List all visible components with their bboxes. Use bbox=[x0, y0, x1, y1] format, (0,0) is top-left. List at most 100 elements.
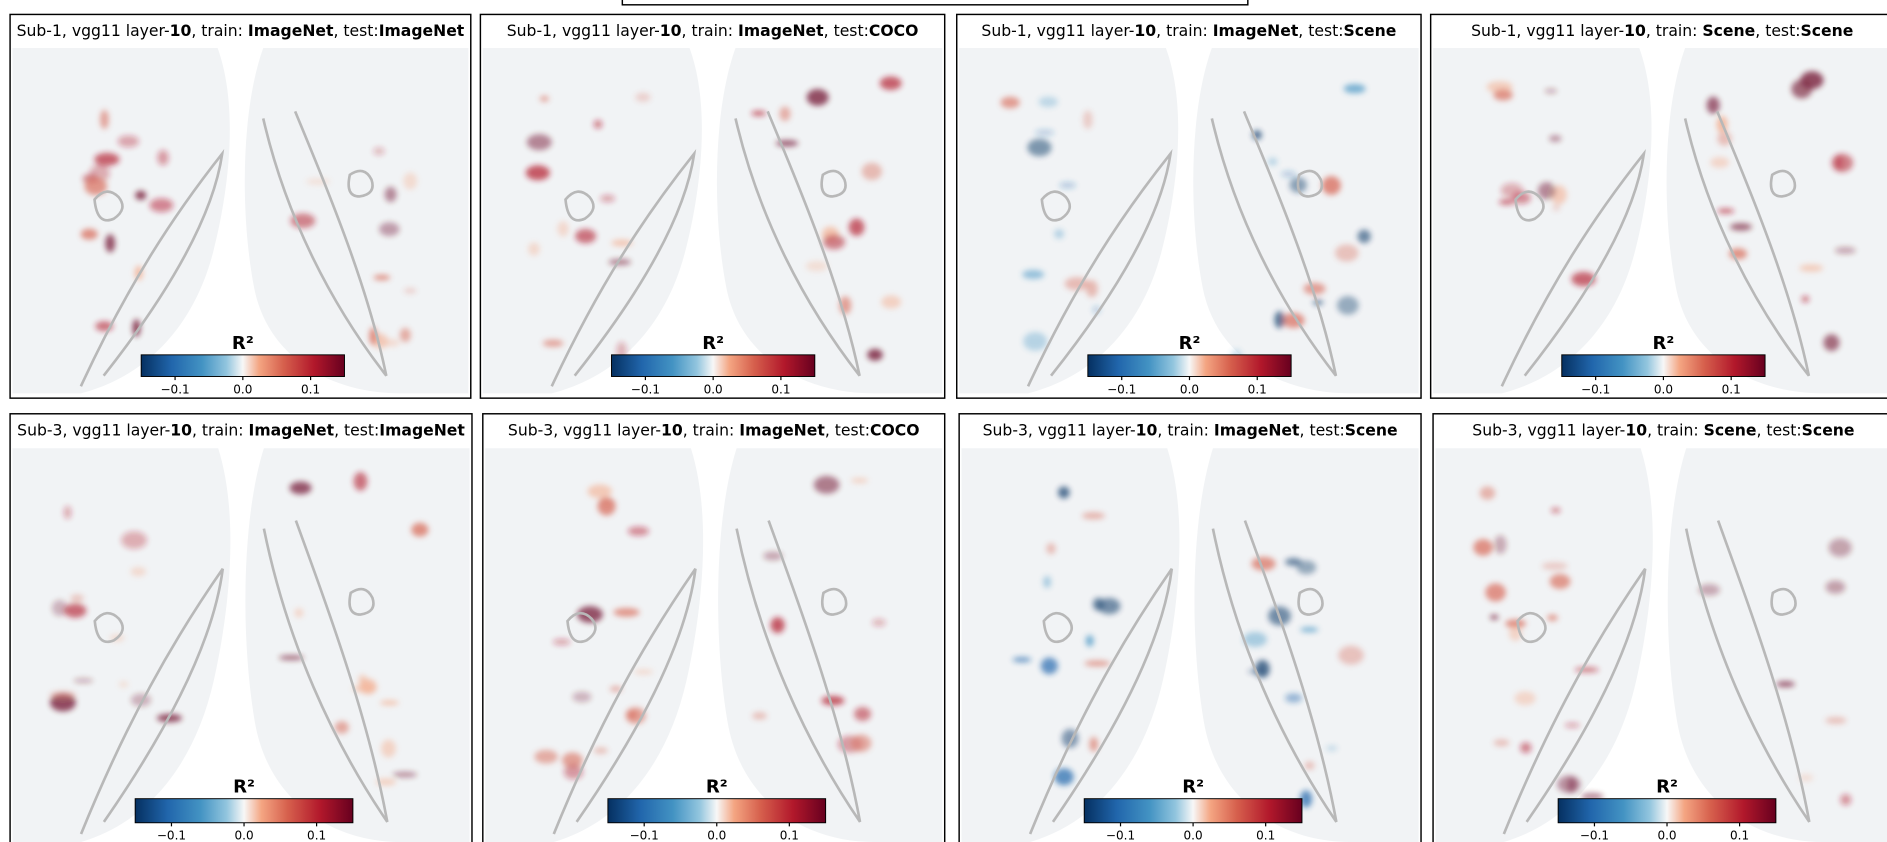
blob bbox=[1012, 657, 1032, 663]
blob bbox=[528, 242, 540, 256]
blob bbox=[805, 260, 828, 272]
title-part: Sub-1, vgg11 layer- bbox=[507, 21, 660, 40]
blob bbox=[1054, 229, 1065, 239]
colorbar-label: R² bbox=[1179, 333, 1201, 354]
blob bbox=[381, 739, 396, 758]
colorbar-tick-label: 0.1 bbox=[771, 382, 790, 396]
colorbar-tick-label: 0.1 bbox=[1248, 382, 1267, 396]
colorbar-tick-label: 0.0 bbox=[704, 382, 723, 396]
blob bbox=[598, 498, 615, 506]
title-part: Sub-1, vgg11 layer- bbox=[17, 21, 170, 40]
right-hemisphere bbox=[718, 448, 943, 842]
blob bbox=[1825, 580, 1846, 594]
blob bbox=[1043, 575, 1051, 588]
contour bbox=[734, 110, 861, 377]
blob bbox=[334, 721, 349, 734]
blob bbox=[1321, 176, 1341, 195]
contour bbox=[93, 169, 374, 222]
left-hemisphere bbox=[961, 448, 1180, 842]
blob bbox=[1304, 761, 1315, 770]
blob bbox=[1334, 244, 1359, 262]
blob bbox=[84, 177, 108, 196]
colorbar-tick-label: 0.1 bbox=[1722, 382, 1741, 396]
title-part: COCO bbox=[869, 21, 919, 40]
colorbar-tick-label: 0.0 bbox=[234, 829, 253, 842]
blob bbox=[1717, 208, 1735, 214]
blob bbox=[80, 228, 98, 240]
title-part: , train: bbox=[1646, 21, 1703, 40]
title-part: , train: bbox=[192, 420, 249, 439]
panel: Sub-3, vgg11 layer-10, train: ImageNet, … bbox=[9, 413, 473, 842]
title-part: ImageNet bbox=[379, 420, 465, 439]
blob bbox=[294, 608, 304, 618]
blob bbox=[1564, 722, 1580, 728]
activation bbox=[534, 475, 886, 780]
blob bbox=[100, 109, 109, 130]
blob bbox=[779, 106, 791, 122]
blob bbox=[1046, 543, 1056, 555]
contour bbox=[1684, 520, 1811, 823]
blob bbox=[1338, 645, 1364, 665]
colorbar bbox=[134, 798, 354, 824]
title-part: 10 bbox=[1136, 420, 1158, 439]
colorbar bbox=[607, 798, 827, 824]
colorbar-tick-label: −0.1 bbox=[1107, 382, 1136, 396]
colorbar-label: R² bbox=[233, 777, 255, 798]
title-part: , test: bbox=[333, 21, 378, 40]
blob bbox=[49, 691, 76, 699]
right-hemisphere bbox=[244, 47, 469, 394]
colorbar-label: R² bbox=[232, 333, 254, 354]
left-hemisphere bbox=[482, 47, 702, 394]
title-part: , train: bbox=[683, 420, 740, 439]
colorbar bbox=[611, 354, 816, 377]
blob bbox=[1300, 627, 1319, 633]
colorbar-tick-label: 0.0 bbox=[1184, 829, 1203, 842]
blob bbox=[850, 734, 872, 752]
blob bbox=[1267, 157, 1278, 166]
blob bbox=[1281, 170, 1296, 178]
title-part: Sub-3, vgg11 layer- bbox=[17, 420, 170, 439]
panel: Sub-3, vgg11 layer-10, train: Scene, tes… bbox=[1432, 413, 1887, 842]
blob bbox=[1706, 96, 1720, 114]
blob bbox=[1085, 635, 1094, 647]
title-part: ImageNet bbox=[379, 21, 465, 40]
blob bbox=[1520, 742, 1532, 754]
right-hemisphere bbox=[1193, 47, 1419, 394]
contour bbox=[1040, 169, 1324, 222]
title-part: Scene bbox=[1802, 420, 1855, 439]
blob bbox=[1574, 667, 1599, 673]
colorbar-tick-label: 0.0 bbox=[1180, 382, 1199, 396]
title-part: Sub-3, vgg11 layer- bbox=[508, 420, 661, 439]
panel-title: Sub-1, vgg11 layer-10, train: Scene, tes… bbox=[1471, 21, 1853, 40]
blob bbox=[135, 190, 147, 200]
title-part: 10 bbox=[1134, 21, 1156, 40]
blob bbox=[813, 475, 840, 494]
blob bbox=[1549, 135, 1562, 143]
panel: Sub-1, vgg11 layer-10, train: ImageNet, … bbox=[9, 13, 472, 399]
panel: Sub-3, vgg11 layer-10, train: ImageNet, … bbox=[482, 413, 946, 842]
blob bbox=[552, 638, 571, 646]
blob bbox=[121, 531, 148, 549]
title-part: Sub-3, vgg11 layer- bbox=[1472, 420, 1625, 439]
title-part: Sub-3, vgg11 layer- bbox=[983, 420, 1136, 439]
blob bbox=[1729, 223, 1753, 231]
contour bbox=[1514, 169, 1797, 222]
title-part: Sub-1, vgg11 layer- bbox=[981, 21, 1134, 40]
colorbar-tick-label: 0.0 bbox=[1657, 829, 1676, 842]
colorbar bbox=[1561, 354, 1766, 377]
blob bbox=[626, 709, 638, 720]
blob bbox=[1541, 562, 1568, 571]
panel-title: Sub-3, vgg11 layer-10, train: ImageNet, … bbox=[508, 420, 920, 439]
blob bbox=[1081, 512, 1105, 520]
blob bbox=[1296, 560, 1317, 575]
panel-frame bbox=[1432, 413, 1887, 842]
blob bbox=[1479, 486, 1496, 500]
blob bbox=[353, 472, 368, 491]
title-part: COCO bbox=[870, 420, 920, 439]
blob bbox=[1834, 246, 1856, 255]
blob bbox=[278, 655, 304, 661]
contour bbox=[1516, 587, 1797, 644]
blob bbox=[51, 599, 68, 617]
contour bbox=[262, 520, 389, 823]
contour bbox=[1211, 520, 1338, 823]
